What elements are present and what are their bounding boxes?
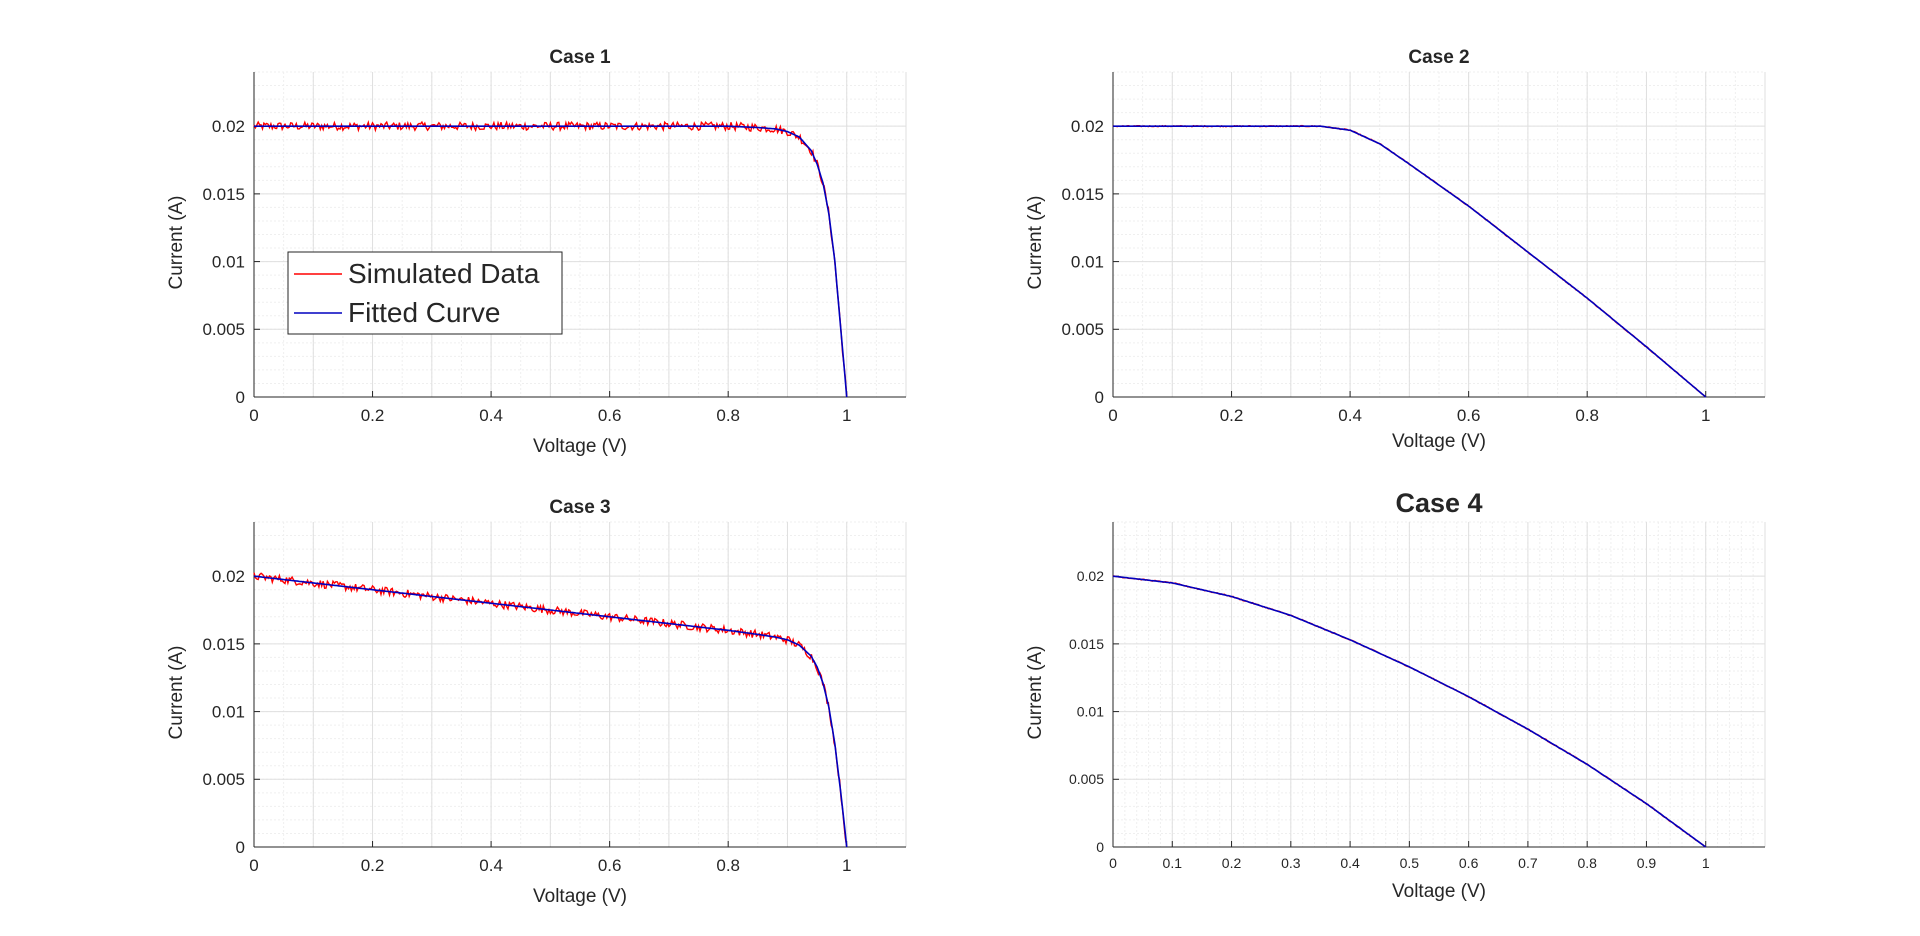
y-axis-label: Current (A): [166, 646, 187, 740]
x-axis-label: Voltage (V): [1392, 431, 1486, 452]
x-tick-label: 0.8: [716, 406, 740, 425]
y-tick-label: 0.02: [1071, 117, 1104, 136]
y-tick-label: 0: [1095, 388, 1104, 407]
y-tick-label: 0.015: [202, 635, 245, 654]
chart-title: Case 2: [1408, 47, 1469, 68]
x-tick-label: 0.8: [716, 856, 740, 875]
chart-1: 0 0.2 0.4 0.6 0.8 1 0 0.005 0.01 0.015 0.02 Case 1 V…: [166, 47, 907, 457]
y-tick-label: 0.015: [1069, 636, 1104, 652]
x-tick-label: 0: [249, 856, 258, 875]
y-axis-label: Current (A): [1025, 646, 1046, 740]
chart-4: 0 0.1 0.2 0.3 0.4 0.5 0.6 0.7 0.8 0.9 1 0 0.005 0.01 0…: [1025, 488, 1766, 902]
x-axis-label: Voltage (V): [533, 436, 627, 457]
x-tick-label: 0.6: [1459, 855, 1479, 871]
x-tick-label: 1: [842, 406, 851, 425]
x-tick-label: 1: [1702, 855, 1710, 871]
chart-title: Case 3: [549, 497, 610, 518]
y-axis-label: Current (A): [1025, 196, 1046, 290]
x-tick-label: 0.2: [361, 406, 385, 425]
y-tick-label: 0.005: [1061, 320, 1104, 339]
y-tick-label: 0.015: [1061, 185, 1104, 204]
x-tick-label: 0.7: [1518, 855, 1538, 871]
x-tick-label: 0: [249, 406, 258, 425]
chart-title: Case 4: [1395, 488, 1482, 518]
y-tick-label: 0.01: [212, 253, 245, 272]
x-axis-label: Voltage (V): [533, 886, 627, 907]
y-tick-label: 0: [236, 388, 245, 407]
y-tick-label: 0.005: [1069, 771, 1104, 787]
y-tick-label: 0.01: [1071, 253, 1104, 272]
legend-box: [287, 251, 563, 335]
series-fitted-curve: [1112, 575, 1707, 848]
x-tick-label: 0.4: [1340, 855, 1360, 871]
x-tick-label: 0.2: [1220, 406, 1244, 425]
x-tick-label: 0: [1109, 855, 1117, 871]
chart-3: 0 0.2 0.4 0.6 0.8 1 0 0.005 0.01 0.015 0.02 Case 3 V…: [166, 497, 907, 907]
x-tick-label: 1: [842, 856, 851, 875]
series-fitted-curve: [1113, 125, 1707, 398]
x-axis-label: Voltage (V): [1392, 881, 1486, 902]
x-tick-label: 0.6: [1457, 406, 1481, 425]
x-tick-label: 0.8: [1575, 406, 1599, 425]
x-tick-label: 0.6: [598, 856, 622, 875]
series-fitted-curve: [254, 125, 848, 398]
x-tick-label: 0.6: [598, 406, 622, 425]
x-tick-label: 0.8: [1577, 855, 1597, 871]
legend-label-fitted: Fitted Curve: [348, 297, 501, 328]
y-tick-label: 0: [236, 838, 245, 857]
y-tick-label: 0.01: [1077, 703, 1104, 719]
y-tick-label: 0: [1096, 839, 1104, 855]
x-tick-label: 0.3: [1281, 855, 1301, 871]
legend: Simulated Data Fitted Curve: [287, 251, 563, 335]
legend-label-simulated: Simulated Data: [348, 258, 540, 289]
chart-title: Case 1: [549, 47, 611, 68]
x-tick-label: 1: [1701, 406, 1710, 425]
x-tick-label: 0: [1108, 406, 1117, 425]
chart-2: 0 0.2 0.4 0.6 0.8 1 0 0.005 0.01 0.015 0.02 Case 2 V…: [1025, 47, 1766, 452]
x-tick-label: 0.2: [361, 856, 385, 875]
x-tick-label: 0.2: [1222, 855, 1242, 871]
y-tick-label: 0.02: [212, 567, 245, 586]
y-tick-label: 0.02: [212, 117, 245, 136]
y-tick-label: 0.015: [202, 185, 245, 204]
x-tick-label: 0.4: [479, 406, 503, 425]
x-tick-label: 0.4: [1338, 406, 1362, 425]
y-tick-label: 0.005: [202, 770, 245, 789]
series-fitted-curve: [253, 575, 848, 848]
x-tick-label: 0.4: [479, 856, 503, 875]
x-tick-label: 0.1: [1163, 855, 1183, 871]
x-tick-label: 0.9: [1637, 855, 1657, 871]
y-tick-label: 0.01: [212, 703, 245, 722]
y-tick-label: 0.005: [202, 320, 245, 339]
y-tick-label: 0.02: [1077, 568, 1104, 584]
x-tick-label: 0.5: [1400, 855, 1420, 871]
y-axis-label: Current (A): [166, 196, 187, 290]
